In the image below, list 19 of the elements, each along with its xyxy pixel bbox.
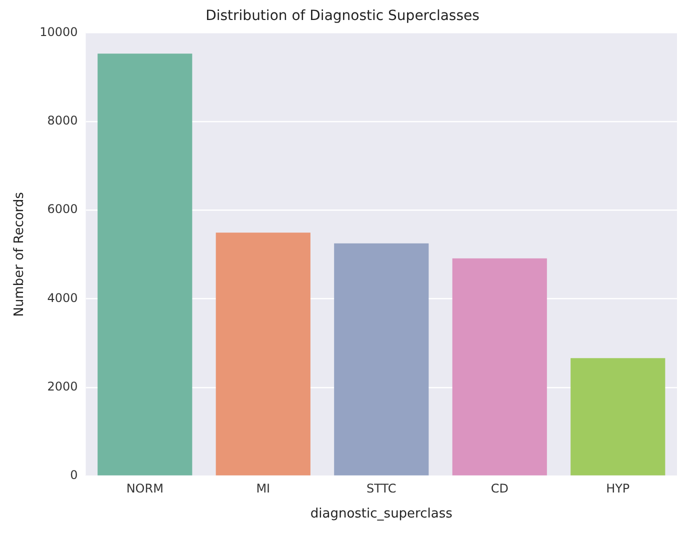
y-tick-label: 2000 [47,379,78,394]
x-tick-label: CD [490,481,508,496]
x-tick-label: STTC [366,481,396,496]
bar [452,258,547,476]
bar [216,232,310,476]
bar [570,358,666,476]
bar [334,243,429,476]
y-tick-label: 0 [70,468,78,482]
y-tick-label: 4000 [47,290,78,305]
bar [98,54,192,476]
y-tick-label: 10000 [40,24,78,39]
y-tick-label: 6000 [47,202,78,216]
y-axis-title: Number of Records [12,192,28,317]
y-tick-label: 8000 [47,114,78,128]
x-axis-title: diagnostic_superclass [310,506,453,522]
chart-title: Distribution of Diagnostic Superclasses [206,8,480,24]
x-tick-label: MI [256,481,270,496]
x-tick-label: NORM [126,481,164,496]
x-tick-label: HYP [606,481,630,496]
